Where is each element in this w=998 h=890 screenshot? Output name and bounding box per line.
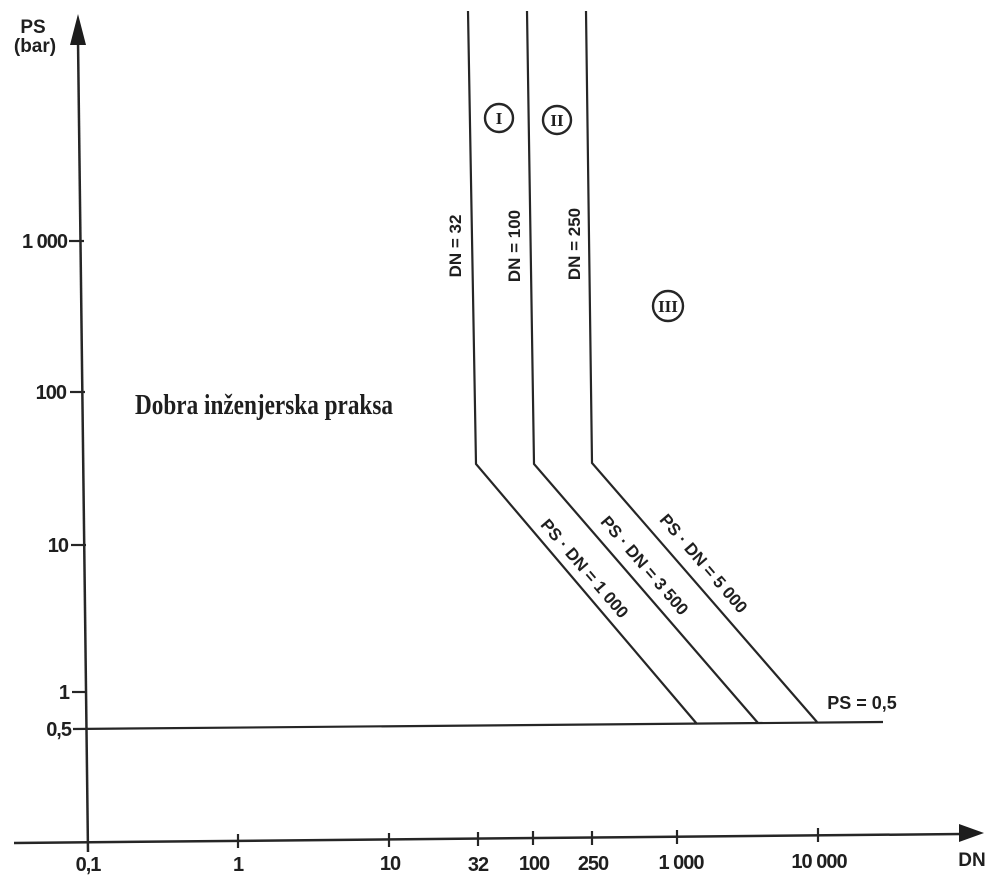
category-iii-label: III — [658, 297, 678, 316]
x-axis-line — [13, 832, 963, 845]
x-axis-title-dn: DN — [958, 850, 985, 871]
boundary-ii-line — [525, 10, 759, 724]
category-i-label: I — [496, 109, 503, 128]
y-axis-title-ps: PS — [20, 17, 45, 38]
x-tick-label-250: 250 — [578, 853, 609, 875]
y-tick-label-10: 10 — [48, 535, 69, 557]
boundary-iii-line — [584, 10, 818, 723]
category-ii-circle — [541, 104, 573, 136]
x-tick-label-1000: 1 000 — [658, 852, 704, 874]
y-tick-label-1000: 1 000 — [22, 231, 68, 253]
y-axis-title-unit: (bar) — [14, 36, 56, 57]
ps-0-5-line-label: PS = 0,5 — [827, 693, 897, 713]
dn-100-line-label: DN = 100 — [505, 210, 524, 282]
y-tick-label-100: 100 — [36, 382, 67, 404]
y-axis-arrowhead-icon — [70, 14, 86, 45]
x-tick-label-10000: 10 000 — [791, 851, 847, 873]
x-tick-label-0-1: 0,1 — [76, 854, 102, 876]
x-axis-arrowhead-icon — [959, 824, 984, 842]
good-engineering-practice-label: Dobra inženjerska praksa — [135, 390, 393, 421]
y-axis-line — [76, 39, 90, 853]
x-tick-label-1: 1 — [233, 854, 244, 876]
x-tick-label-32: 32 — [468, 854, 489, 876]
category-iii-circle — [651, 289, 685, 323]
x-tick-label-10: 10 — [380, 853, 401, 875]
category-i-circle — [483, 102, 515, 134]
ps-0-5-line — [72, 720, 884, 731]
boundary-i-line — [466, 10, 698, 725]
y-tick-label-0-5: 0,5 — [46, 719, 72, 741]
dn-250-line-label: DN = 250 — [565, 208, 584, 280]
y-tick-label-1: 1 — [59, 682, 70, 704]
x-tick-label-100: 100 — [519, 853, 550, 875]
category-ii-label: II — [550, 111, 564, 130]
dn-32-line-label: DN = 32 — [446, 215, 465, 278]
